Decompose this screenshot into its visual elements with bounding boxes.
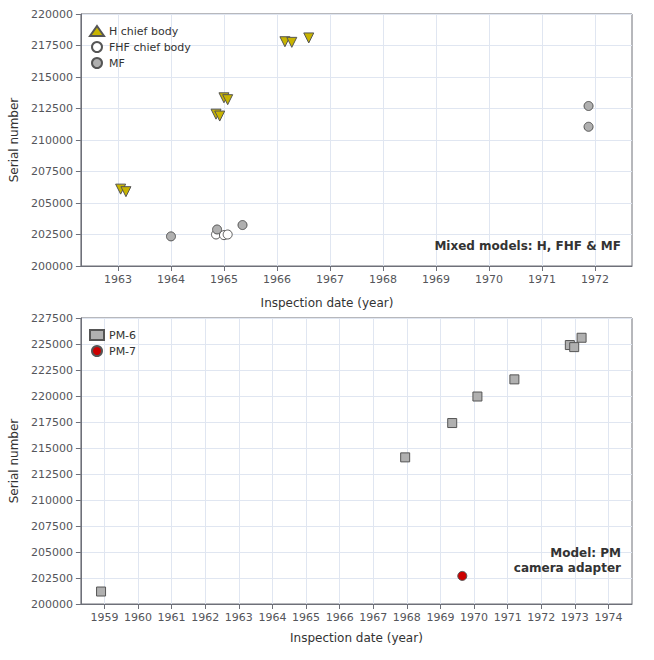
svg-text:H chief body: H chief body xyxy=(109,25,179,38)
svg-text:1966: 1966 xyxy=(263,273,291,286)
svg-text:MF: MF xyxy=(109,57,125,70)
svg-text:1970: 1970 xyxy=(475,273,503,286)
svg-text:217500: 217500 xyxy=(31,39,73,52)
svg-text:1961: 1961 xyxy=(158,611,186,624)
svg-text:1959: 1959 xyxy=(90,611,118,624)
svg-text:202500: 202500 xyxy=(31,572,73,585)
svg-text:1963: 1963 xyxy=(225,611,253,624)
svg-text:Serial number: Serial number xyxy=(7,419,21,504)
svg-text:1966: 1966 xyxy=(326,611,354,624)
svg-text:PM-6: PM-6 xyxy=(109,329,136,342)
svg-text:215000: 215000 xyxy=(31,442,73,455)
svg-text:210000: 210000 xyxy=(31,134,73,147)
svg-text:PM-7: PM-7 xyxy=(109,345,136,358)
svg-text:1962: 1962 xyxy=(191,611,219,624)
svg-text:1967: 1967 xyxy=(316,273,344,286)
svg-text:1964: 1964 xyxy=(157,273,185,286)
svg-text:220000: 220000 xyxy=(31,390,73,403)
svg-text:205000: 205000 xyxy=(31,546,73,559)
svg-text:Inspection date (year): Inspection date (year) xyxy=(290,631,423,645)
svg-text:220000: 220000 xyxy=(31,8,73,21)
svg-text:212500: 212500 xyxy=(31,468,73,481)
svg-text:217500: 217500 xyxy=(31,416,73,429)
svg-text:1971: 1971 xyxy=(528,273,556,286)
svg-text:222500: 222500 xyxy=(31,364,73,377)
svg-text:camera adapter: camera adapter xyxy=(514,561,621,575)
svg-text:212500: 212500 xyxy=(31,102,73,115)
svg-text:200000: 200000 xyxy=(31,598,73,611)
svg-text:1960: 1960 xyxy=(124,611,152,624)
svg-text:Serial number: Serial number xyxy=(7,98,21,183)
svg-text:202500: 202500 xyxy=(31,228,73,241)
svg-text:225000: 225000 xyxy=(31,338,73,351)
svg-text:1972: 1972 xyxy=(527,611,555,624)
svg-text:Inspection date (year): Inspection date (year) xyxy=(261,296,394,310)
svg-text:1971: 1971 xyxy=(494,611,522,624)
svg-text:1970: 1970 xyxy=(460,611,488,624)
svg-text:1969: 1969 xyxy=(426,611,454,624)
svg-text:FHF chief body: FHF chief body xyxy=(109,41,191,54)
svg-text:1968: 1968 xyxy=(393,611,421,624)
svg-text:1968: 1968 xyxy=(369,273,397,286)
svg-text:1967: 1967 xyxy=(359,611,387,624)
svg-text:215000: 215000 xyxy=(31,71,73,84)
svg-text:207500: 207500 xyxy=(31,520,73,533)
svg-text:227500: 227500 xyxy=(31,312,73,325)
svg-text:Mixed models: H, FHF & MF: Mixed models: H, FHF & MF xyxy=(434,239,621,253)
svg-text:Model: PM: Model: PM xyxy=(550,546,621,560)
svg-text:1974: 1974 xyxy=(594,611,622,624)
svg-text:207500: 207500 xyxy=(31,165,73,178)
svg-text:1964: 1964 xyxy=(258,611,286,624)
svg-text:1972: 1972 xyxy=(581,273,609,286)
svg-text:1965: 1965 xyxy=(292,611,320,624)
svg-text:1965: 1965 xyxy=(210,273,238,286)
svg-text:210000: 210000 xyxy=(31,494,73,507)
svg-text:200000: 200000 xyxy=(31,260,73,273)
svg-text:1963: 1963 xyxy=(104,273,132,286)
svg-text:1969: 1969 xyxy=(422,273,450,286)
svg-text:205000: 205000 xyxy=(31,197,73,210)
svg-text:1973: 1973 xyxy=(561,611,589,624)
